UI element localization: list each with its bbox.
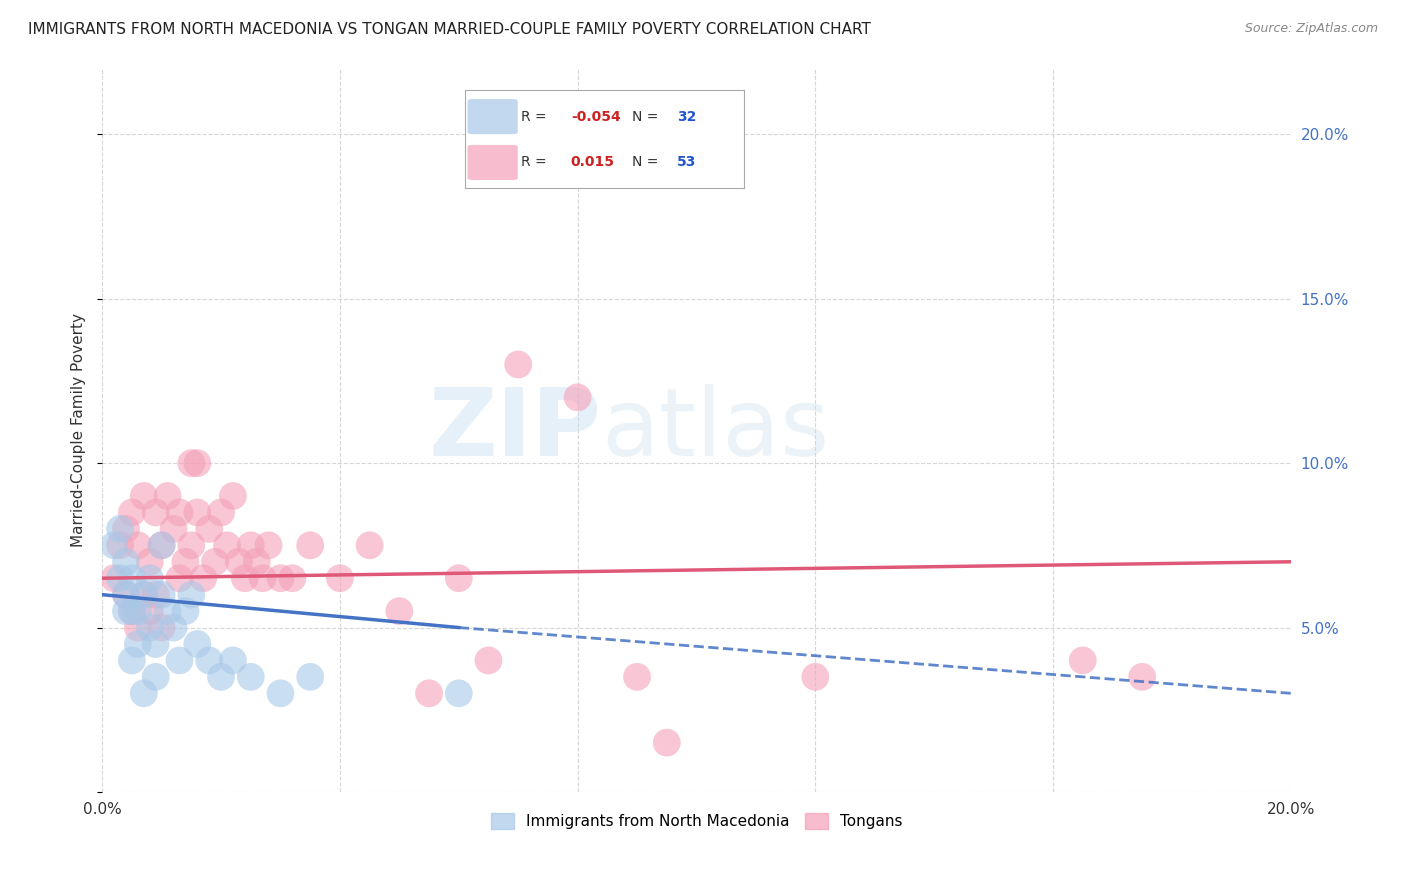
Point: [121, 653, 143, 667]
Point: [121, 571, 143, 585]
Point: [145, 588, 167, 602]
Point: [269, 571, 291, 585]
Point: [186, 637, 208, 651]
Point: [115, 522, 138, 536]
Point: [115, 604, 138, 618]
Point: [169, 653, 191, 667]
Text: IMMIGRANTS FROM NORTH MACEDONIA VS TONGAN MARRIED-COUPLE FAMILY POVERTY CORRELAT: IMMIGRANTS FROM NORTH MACEDONIA VS TONGA…: [28, 22, 870, 37]
Point: [150, 588, 173, 602]
Point: [127, 604, 149, 618]
Point: [139, 621, 162, 635]
Point: [132, 588, 155, 602]
Text: Source: ZipAtlas.com: Source: ZipAtlas.com: [1244, 22, 1378, 36]
Point: [180, 538, 202, 552]
Point: [418, 686, 440, 700]
Point: [239, 538, 262, 552]
Point: [508, 358, 530, 372]
Point: [121, 604, 143, 618]
Point: [139, 571, 162, 585]
Point: [139, 604, 162, 618]
Y-axis label: Married-Couple Family Poverty: Married-Couple Family Poverty: [72, 313, 86, 547]
Text: atlas: atlas: [602, 384, 830, 476]
Point: [228, 555, 250, 569]
Point: [127, 637, 149, 651]
Point: [162, 522, 184, 536]
Point: [169, 505, 191, 519]
Text: ZIP: ZIP: [429, 384, 602, 476]
Point: [257, 538, 280, 552]
Point: [626, 670, 648, 684]
Point: [388, 604, 411, 618]
Point: [222, 653, 245, 667]
Point: [103, 538, 125, 552]
Point: [169, 571, 191, 585]
Point: [132, 489, 155, 503]
Point: [1071, 653, 1094, 667]
Point: [233, 571, 256, 585]
Point: [804, 670, 827, 684]
Point: [174, 555, 197, 569]
Point: [193, 571, 215, 585]
Legend: Immigrants from North Macedonia, Tongans: Immigrants from North Macedonia, Tongans: [485, 806, 908, 835]
Point: [222, 489, 245, 503]
Point: [567, 390, 589, 404]
Point: [209, 670, 232, 684]
Point: [239, 670, 262, 684]
Point: [180, 588, 202, 602]
Point: [477, 653, 499, 667]
Point: [198, 653, 221, 667]
Point: [127, 538, 149, 552]
Point: [299, 538, 322, 552]
Point: [145, 637, 167, 651]
Point: [252, 571, 274, 585]
Point: [115, 588, 138, 602]
Point: [156, 489, 179, 503]
Point: [198, 522, 221, 536]
Point: [180, 456, 202, 470]
Point: [186, 505, 208, 519]
Point: [108, 522, 131, 536]
Point: [174, 604, 197, 618]
Point: [150, 538, 173, 552]
Point: [162, 621, 184, 635]
Point: [103, 571, 125, 585]
Point: [121, 604, 143, 618]
Point: [132, 686, 155, 700]
Point: [447, 686, 470, 700]
Point: [145, 670, 167, 684]
Point: [269, 686, 291, 700]
Point: [186, 456, 208, 470]
Point: [329, 571, 352, 585]
Point: [115, 555, 138, 569]
Point: [121, 505, 143, 519]
Point: [115, 588, 138, 602]
Point: [209, 505, 232, 519]
Point: [447, 571, 470, 585]
Point: [139, 555, 162, 569]
Point: [281, 571, 304, 585]
Point: [215, 538, 238, 552]
Point: [145, 505, 167, 519]
Point: [132, 588, 155, 602]
Point: [1130, 670, 1153, 684]
Point: [246, 555, 269, 569]
Point: [655, 736, 678, 750]
Point: [108, 571, 131, 585]
Point: [299, 670, 322, 684]
Point: [150, 538, 173, 552]
Point: [150, 621, 173, 635]
Point: [204, 555, 226, 569]
Point: [359, 538, 381, 552]
Point: [108, 538, 131, 552]
Point: [127, 621, 149, 635]
Point: [156, 604, 179, 618]
